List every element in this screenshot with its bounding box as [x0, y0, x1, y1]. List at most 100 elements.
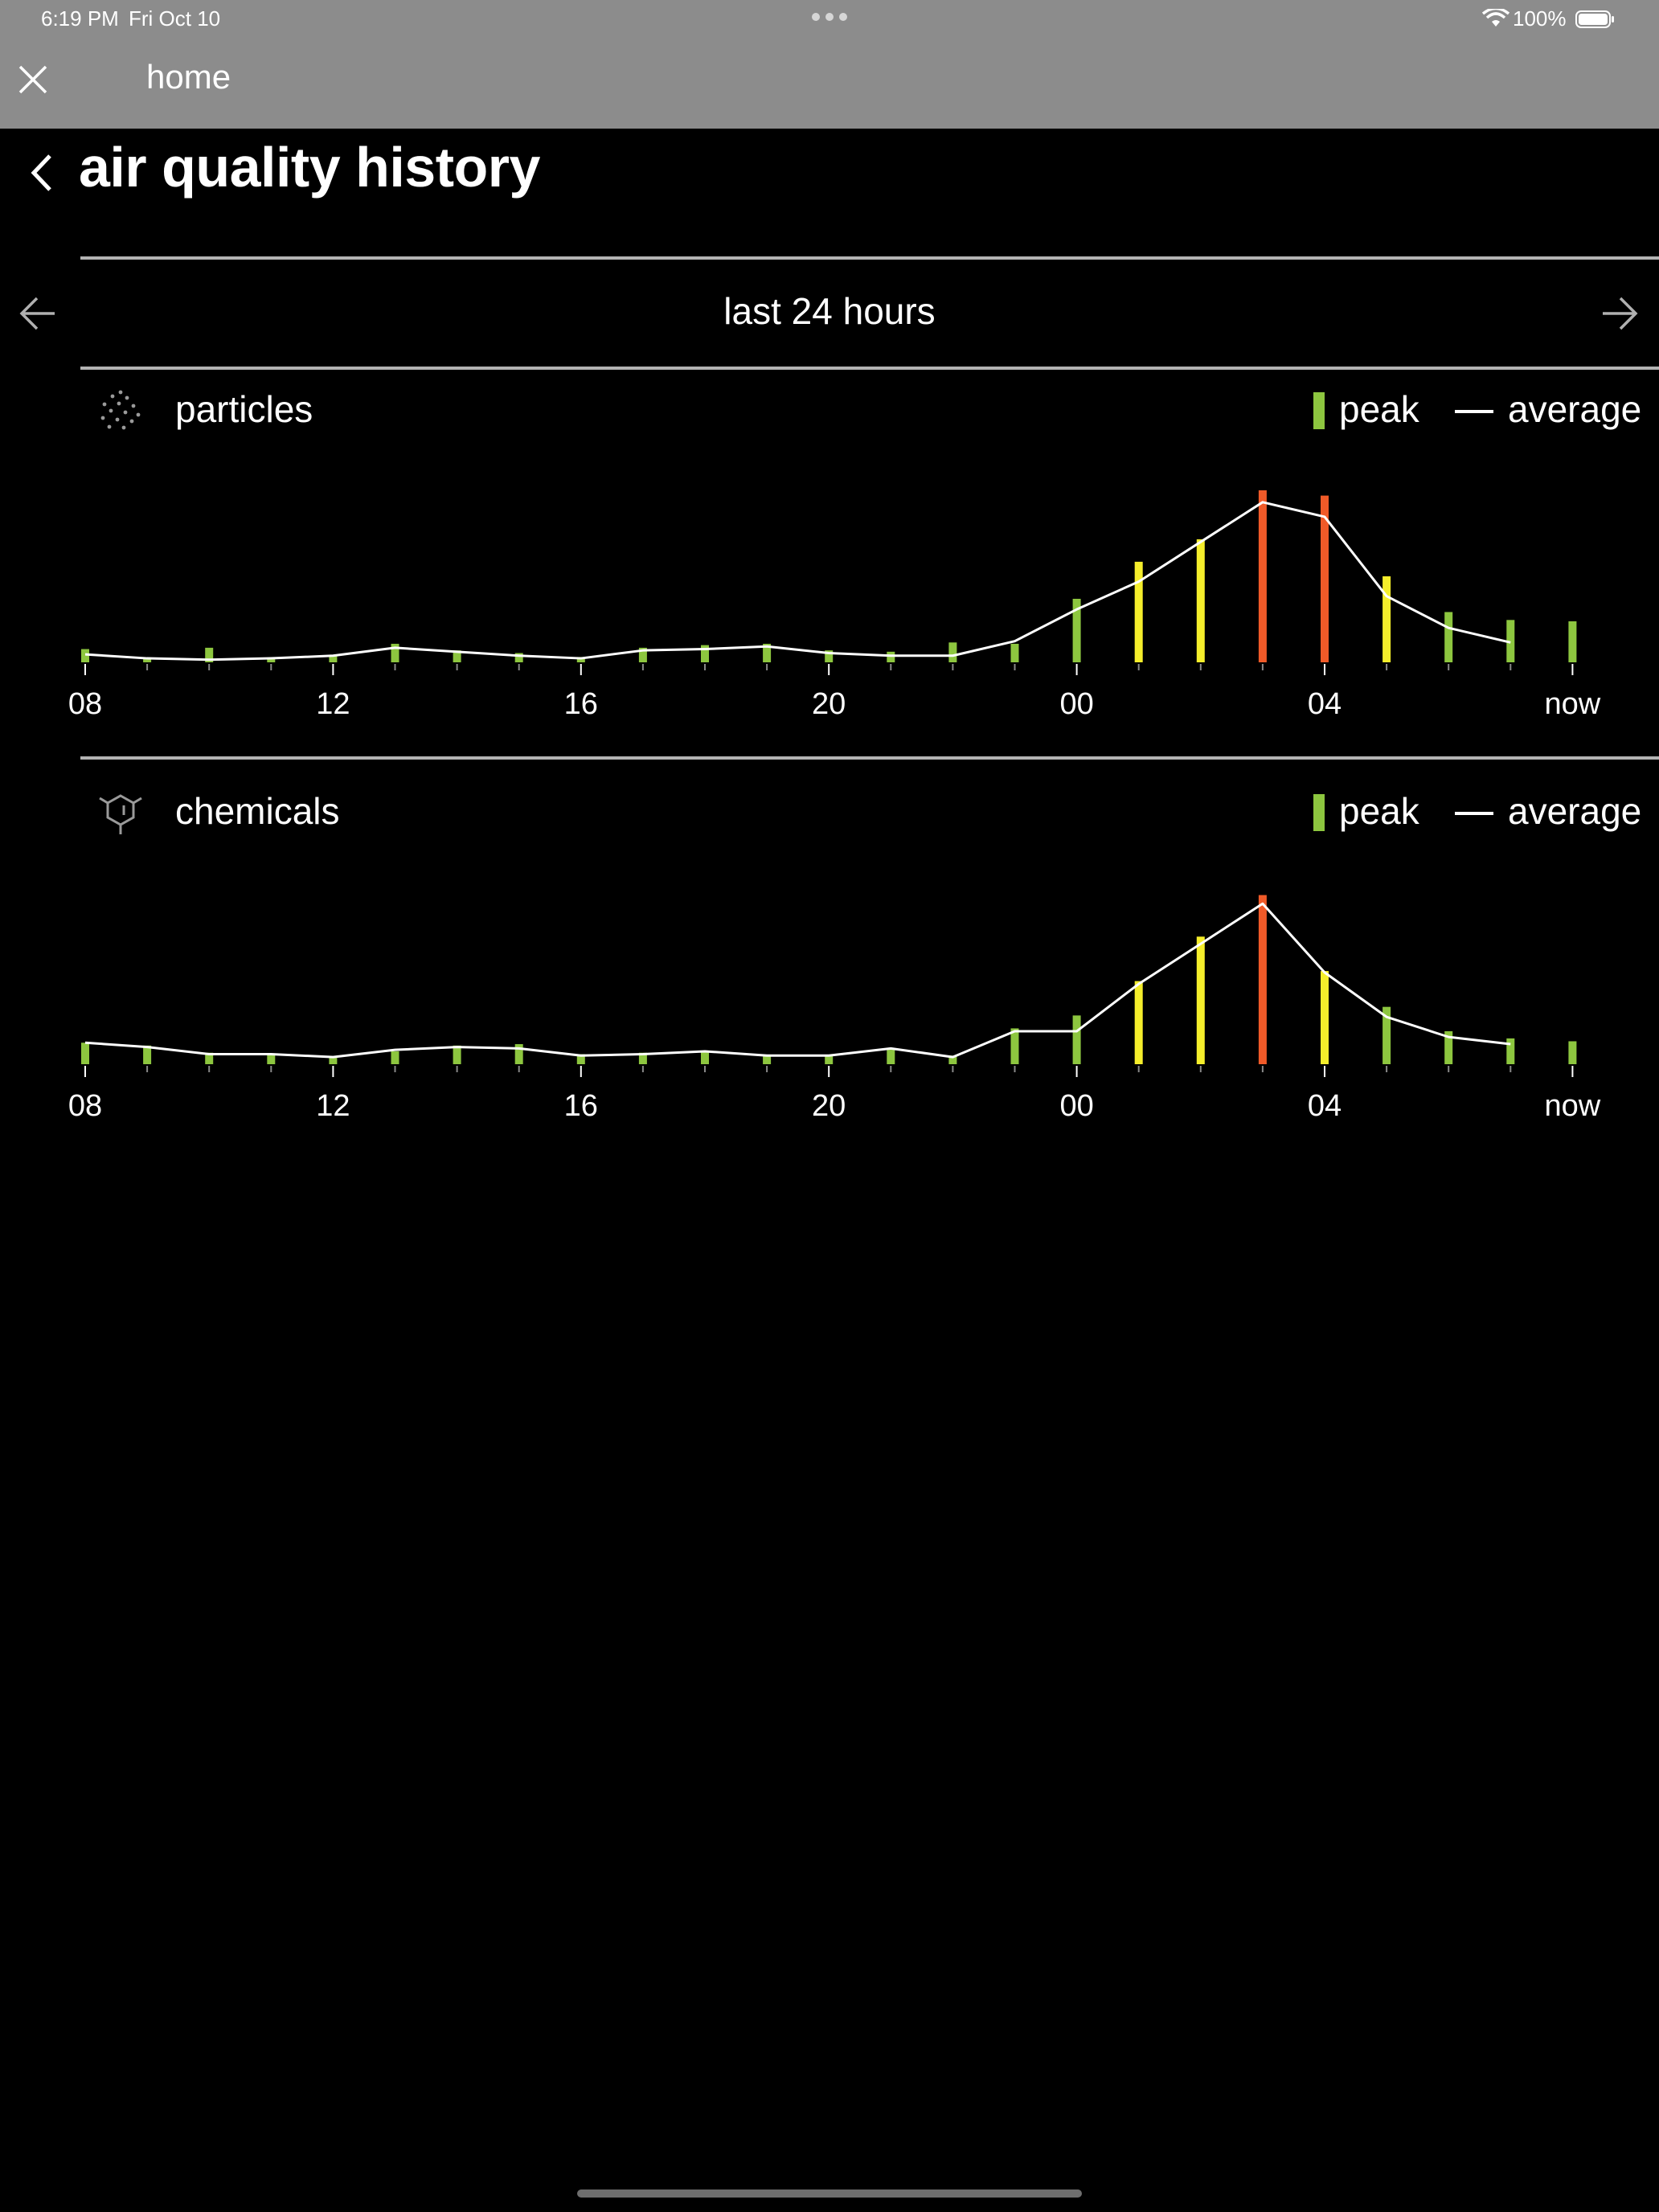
peak-bar — [1010, 1028, 1019, 1064]
x-tick-label: 20 — [812, 1089, 846, 1123]
peak-bar — [1382, 576, 1391, 662]
peak-bar — [576, 1054, 585, 1064]
x-tick-label: 20 — [812, 687, 846, 721]
app-bar: home — [0, 39, 1659, 129]
particles-icon — [100, 390, 141, 430]
x-tick-label: 08 — [68, 1089, 102, 1123]
peak-bar — [638, 1052, 647, 1064]
peak-bar — [701, 645, 709, 662]
status-bar: 6:19 PM Fri Oct 10 100% — [0, 0, 1659, 39]
x-tick-label: now — [1545, 1089, 1601, 1123]
peak-bar — [576, 657, 585, 662]
peak-bar — [1072, 598, 1081, 662]
peak-bar — [763, 643, 772, 662]
peak-bar — [329, 1057, 338, 1064]
peak-bar — [1321, 971, 1329, 1064]
home-indicator[interactable] — [577, 2189, 1082, 2198]
app-bar-title: home — [146, 58, 231, 96]
legend-average-label: average — [1508, 790, 1642, 832]
peak-bar — [81, 1043, 89, 1064]
average-line — [84, 902, 1511, 1059]
average-line — [84, 501, 1511, 662]
chemicals-chart: 08 12 16 20 00 04 now — [0, 852, 1659, 1123]
peak-bar — [948, 1055, 957, 1064]
x-tick-label: 04 — [1308, 687, 1342, 721]
x-tick-label: 00 — [1059, 687, 1093, 721]
peak-bar — [205, 647, 214, 662]
section-title-particles: particles — [175, 388, 313, 430]
peak-bar — [825, 650, 834, 662]
peak-bar — [1506, 620, 1515, 662]
peak-bar — [1444, 612, 1453, 662]
legend-average-swatch — [1455, 812, 1493, 815]
peak-bar — [514, 653, 523, 662]
particles-chart-svg: 08 12 16 20 00 04 now — [68, 490, 1601, 721]
wifi-icon — [1482, 9, 1509, 27]
divider — [80, 367, 1659, 370]
chemicals-chart-svg: 08 12 16 20 00 04 now — [68, 895, 1601, 1123]
chemicals-icon — [99, 794, 142, 834]
peak-bar — [1196, 539, 1205, 662]
close-icon[interactable] — [13, 59, 53, 100]
legend-peak-label: peak — [1339, 388, 1419, 430]
legend-average-label: average — [1508, 388, 1642, 430]
peak-bar — [81, 649, 89, 662]
x-tick-label: 16 — [564, 687, 598, 721]
peak-bar — [453, 650, 461, 662]
section-title-chemicals: chemicals — [175, 790, 340, 832]
battery-percent: 100% — [1513, 6, 1567, 31]
battery-icon — [1575, 10, 1614, 28]
peak-bar — [391, 1051, 399, 1064]
peak-bar — [267, 1054, 276, 1064]
peak-bar — [948, 642, 957, 662]
x-tick-label: 08 — [68, 687, 102, 721]
peak-bar — [1568, 621, 1577, 662]
x-tick-label: 16 — [564, 1089, 598, 1123]
peak-bar — [887, 651, 895, 662]
x-tick-label: now — [1545, 687, 1601, 721]
peak-bar — [1382, 1006, 1391, 1064]
peak-bar — [763, 1055, 772, 1064]
peak-bar — [143, 658, 152, 662]
peak-bar — [1258, 895, 1267, 1064]
legend-peak-swatch — [1313, 794, 1325, 831]
peak-bar — [329, 655, 338, 662]
peak-bar — [453, 1045, 461, 1064]
peak-bar — [1072, 1015, 1081, 1064]
arrow-left-icon[interactable] — [14, 289, 63, 338]
legend-peak-swatch — [1313, 392, 1325, 429]
period-label: last 24 hours — [723, 290, 936, 332]
arrow-right-icon[interactable] — [1595, 289, 1643, 338]
peak-bar — [1568, 1041, 1577, 1064]
page-title: air quality history — [79, 136, 540, 199]
peak-bar — [1134, 561, 1143, 662]
peak-bar — [1444, 1030, 1453, 1064]
peak-bar — [1506, 1038, 1515, 1064]
x-tick-label: 04 — [1308, 1089, 1342, 1123]
divider — [80, 256, 1659, 260]
peak-bar — [205, 1052, 214, 1064]
multitasking-dots-icon[interactable] — [812, 13, 847, 23]
particles-chart: 08 12 16 20 00 04 now — [0, 450, 1659, 721]
peak-bar — [1010, 643, 1019, 662]
peak-bar — [825, 1055, 834, 1064]
peak-bar — [1321, 495, 1329, 662]
x-tick-label: 12 — [316, 687, 350, 721]
peak-bar — [887, 1048, 895, 1064]
peak-bar — [514, 1044, 523, 1064]
peak-bar — [1196, 936, 1205, 1064]
legend-peak-label: peak — [1339, 790, 1419, 832]
status-time: 6:19 PM — [41, 6, 119, 31]
divider — [80, 756, 1659, 760]
peak-bar — [143, 1045, 152, 1064]
peak-bar — [267, 658, 276, 662]
status-date: Fri Oct 10 — [129, 6, 221, 31]
peak-bar — [1258, 490, 1267, 662]
x-tick-label: 00 — [1059, 1089, 1093, 1123]
peak-bar — [638, 647, 647, 662]
peak-bar — [701, 1051, 709, 1064]
x-tick-label: 12 — [316, 1089, 350, 1123]
peak-bar — [1134, 981, 1143, 1064]
chevron-left-icon[interactable] — [18, 145, 66, 201]
legend-average-swatch — [1455, 410, 1493, 413]
